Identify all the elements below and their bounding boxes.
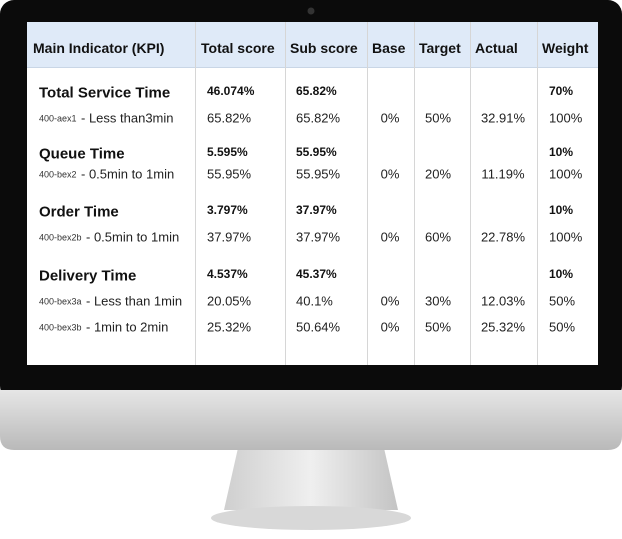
item-actual: 12.03% [480, 293, 526, 309]
group-total: 5.595% [207, 145, 248, 159]
item-weight: 50% [549, 293, 576, 309]
column-divider [414, 22, 415, 365]
item-label: - Less than 1min [86, 293, 183, 309]
item-actual: 32.91% [480, 110, 526, 126]
item-target: 60% [424, 229, 452, 245]
screen: Main Indicator (KPI) Total score Sub score… [27, 22, 598, 365]
group-title: Queue Time [39, 145, 125, 163]
item-weight: 100% [549, 229, 583, 245]
column-header: Sub score [290, 40, 358, 56]
item-code: 400-bex3b [39, 322, 82, 333]
item-code: 400-bex2b [39, 232, 82, 243]
item-code: 400-aex1 [39, 113, 77, 124]
column-header: Base [372, 40, 406, 56]
item-target: 20% [424, 166, 452, 182]
item-actual: 11.19% [481, 166, 525, 182]
group-title: Total Service Time [39, 84, 171, 102]
item-sub: 50.64% [296, 319, 341, 335]
column-header: Weight [542, 40, 589, 56]
item-sub: 55.95% [296, 166, 341, 182]
column-divider [367, 22, 368, 365]
column-header: Actual [475, 40, 518, 56]
column-divider [195, 22, 196, 365]
column-divider [470, 22, 471, 365]
group-weight: 10% [549, 203, 574, 217]
column-header: Main Indicator (KPI) [33, 40, 165, 56]
item-label: - 0.5min to 1min [81, 166, 175, 182]
item-label: - Less than3min [81, 110, 174, 126]
group-weight: 70% [549, 84, 574, 98]
item-target: 30% [424, 293, 452, 309]
item-total: 55.95% [207, 166, 252, 182]
item-sub: 65.82% [296, 110, 341, 126]
item-target: 50% [424, 110, 452, 126]
group-total: 3.797% [207, 203, 248, 217]
item-label: - 0.5min to 1min [86, 229, 180, 245]
group-sub: 45.37% [296, 267, 337, 281]
group-title: Delivery Time [39, 267, 137, 285]
group-sub: 55.95% [296, 145, 337, 159]
item-base: 0% [380, 293, 400, 309]
item-base: 0% [380, 319, 400, 335]
item-total: 65.82% [207, 110, 252, 126]
item-base: 0% [380, 110, 400, 126]
item-target: 50% [424, 319, 452, 335]
group-sub: 65.82% [296, 84, 337, 98]
item-weight: 100% [549, 166, 583, 182]
item-weight: 100% [549, 110, 583, 126]
group-sub: 37.97% [296, 203, 337, 217]
item-base: 0% [380, 166, 400, 182]
group-weight: 10% [549, 267, 574, 281]
group-total: 4.537% [207, 267, 248, 281]
item-total: 25.32% [207, 319, 252, 335]
column-divider [285, 22, 286, 365]
item-sub: 37.97% [296, 229, 341, 245]
column-header: Total score [201, 40, 275, 56]
item-code: 400-bex2 [39, 169, 77, 180]
item-total: 37.97% [207, 229, 252, 245]
item-total: 20.05% [207, 293, 252, 309]
group-title: Order Time [39, 203, 119, 221]
item-weight: 50% [549, 319, 576, 335]
item-sub: 40.1% [296, 293, 333, 309]
item-label: - 1min to 2min [86, 319, 169, 335]
item-actual: 25.32% [480, 319, 526, 335]
column-divider [537, 22, 538, 365]
group-total: 46.074% [207, 84, 255, 98]
item-actual: 22.78% [480, 229, 526, 245]
group-weight: 10% [549, 145, 574, 159]
item-code: 400-bex3a [39, 296, 82, 307]
header-bar [27, 22, 598, 68]
item-base: 0% [380, 229, 400, 245]
column-header: Target [419, 40, 461, 56]
